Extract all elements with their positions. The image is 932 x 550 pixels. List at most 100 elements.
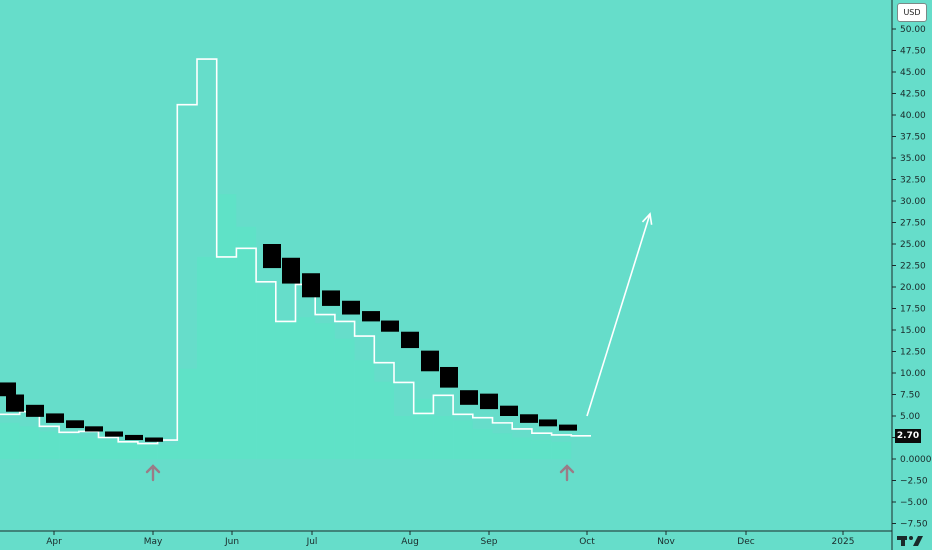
candle [105, 431, 123, 437]
price-tick-label: 20.00 [900, 283, 926, 293]
candle [46, 413, 64, 423]
price-tick-label: 0.0000 [900, 455, 932, 465]
volume-bar [334, 338, 355, 459]
price-tick-label: 45.00 [900, 68, 926, 78]
candle [500, 405, 518, 416]
time-tick-label: Aug [401, 537, 419, 547]
volume-bar [531, 440, 552, 459]
volume-bar [275, 321, 296, 459]
price-axis[interactable]: 50.00 47.50 45.00 42.50 40.00 37.50 35.00 32.50… [892, 25, 932, 530]
volume-bar [236, 226, 257, 459]
volume-bar [0, 422, 20, 459]
time-tick-label: Oct [579, 537, 595, 547]
candle [539, 419, 557, 427]
price-tick-label: 42.50 [900, 90, 926, 100]
price-tick-label: 5.00 [900, 412, 920, 422]
annotation-layer [145, 212, 653, 482]
volume-bar [118, 442, 138, 459]
price-tick-label: 27.50 [900, 219, 926, 229]
volume-layer [0, 194, 572, 459]
trend-arrow-head-icon [641, 212, 653, 225]
volume-bar [551, 441, 572, 459]
volume-bar [492, 433, 513, 459]
price-tick-label: −2.50 [900, 477, 928, 487]
candle [440, 366, 458, 388]
currency-label[interactable]: USD [897, 3, 927, 22]
volume-bar [394, 416, 414, 459]
candle [362, 311, 380, 322]
candle [263, 244, 281, 269]
line-layer [0, 58, 591, 445]
volume-bar [59, 434, 79, 459]
time-tick-label: Jun [224, 537, 239, 547]
volume-bar [413, 398, 434, 459]
last-price-badge: 2.70 [895, 429, 921, 443]
volume-bar [98, 440, 119, 459]
time-tick-label: Jul [306, 537, 318, 547]
price-tick-label: 7.50 [900, 391, 920, 401]
volume-bar [433, 416, 454, 459]
volume-bar [177, 368, 197, 459]
candle [480, 393, 498, 410]
price-tick-label: 40.00 [900, 111, 926, 121]
candle [322, 290, 340, 306]
volume-bar [295, 317, 316, 459]
candle [26, 404, 44, 417]
volume-bar [197, 256, 217, 459]
time-tick-label: Apr [46, 537, 62, 547]
price-tick-label: 47.50 [900, 47, 926, 57]
volume-bar [256, 287, 276, 459]
candle [520, 414, 538, 423]
candle [559, 424, 577, 431]
price-tick-label: 17.50 [900, 305, 926, 315]
volume-bar [19, 426, 40, 459]
price-tick-label: −5.00 [900, 498, 928, 508]
time-tick-label: Sep [481, 537, 498, 547]
candle [460, 390, 478, 405]
candle [0, 382, 16, 397]
price-tick-label: 35.00 [900, 154, 926, 164]
time-tick-label: Nov [657, 537, 675, 547]
volume-bar [354, 360, 375, 459]
tradingview-logo-icon[interactable] [896, 534, 926, 548]
volume-bar [472, 428, 493, 459]
price-tick-label: 37.50 [900, 133, 926, 143]
candle [302, 273, 320, 298]
candle [85, 426, 103, 432]
candle [381, 320, 399, 332]
price-tick-label: 12.50 [900, 348, 926, 358]
price-tick-label: −7.50 [900, 520, 928, 530]
volume-bar [78, 437, 99, 459]
candle [145, 437, 163, 442]
candle [421, 350, 439, 372]
candle [6, 394, 24, 412]
price-tick-label: 50.00 [900, 25, 926, 35]
candle [282, 257, 300, 284]
volume-bar [512, 437, 532, 459]
price-tick-label: 22.50 [900, 262, 926, 272]
price-tick-label: 25.00 [900, 240, 926, 250]
price-tick-label: 30.00 [900, 197, 926, 207]
volume-bar [39, 431, 60, 459]
volume-bar [453, 420, 473, 459]
candle-layer [0, 244, 577, 442]
price-tick-label: 10.00 [900, 369, 926, 379]
volume-bar [315, 323, 335, 459]
volume-bar [157, 445, 178, 459]
price-tick-label: 32.50 [900, 176, 926, 186]
time-tick-label: Dec [737, 537, 754, 547]
time-tick-label: 2025 [832, 537, 855, 547]
volume-bar [374, 381, 394, 459]
up-arrow-may [145, 464, 161, 482]
volume-bar [137, 444, 158, 459]
up-arrow-icon [559, 464, 575, 482]
candle [125, 434, 143, 441]
up-arrow-sep [559, 464, 575, 482]
time-axis[interactable]: Apr May Jun Jul Aug Sep Oct Nov Dec 2025 [46, 531, 854, 547]
price-tick-label: 15.00 [900, 326, 926, 336]
volume-bar [216, 194, 237, 459]
time-tick-label: May [144, 537, 163, 547]
candle [66, 420, 84, 429]
candle [401, 331, 419, 349]
